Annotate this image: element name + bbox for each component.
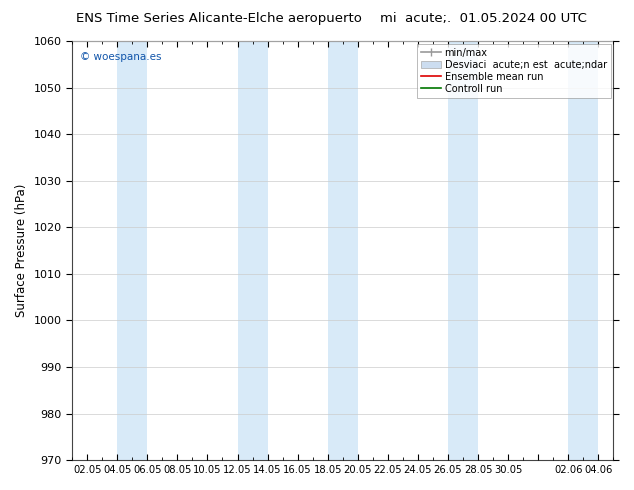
Bar [568, 41, 598, 460]
Legend: min/max, Desviaci  acute;n est  acute;ndar, Ensemble mean run, Controll run: min/max, Desviaci acute;n est acute;ndar… [417, 44, 611, 98]
Bar [117, 41, 147, 460]
Text: mi  acute;.  01.05.2024 00 UTC: mi acute;. 01.05.2024 00 UTC [380, 12, 587, 25]
Text: © woespana.es: © woespana.es [81, 51, 162, 62]
Y-axis label: Surface Pressure (hPa): Surface Pressure (hPa) [15, 184, 28, 318]
Bar [238, 41, 268, 460]
Bar [448, 41, 478, 460]
Text: ENS Time Series Alicante-Elche aeropuerto: ENS Time Series Alicante-Elche aeropuert… [76, 12, 362, 25]
Bar [328, 41, 358, 460]
